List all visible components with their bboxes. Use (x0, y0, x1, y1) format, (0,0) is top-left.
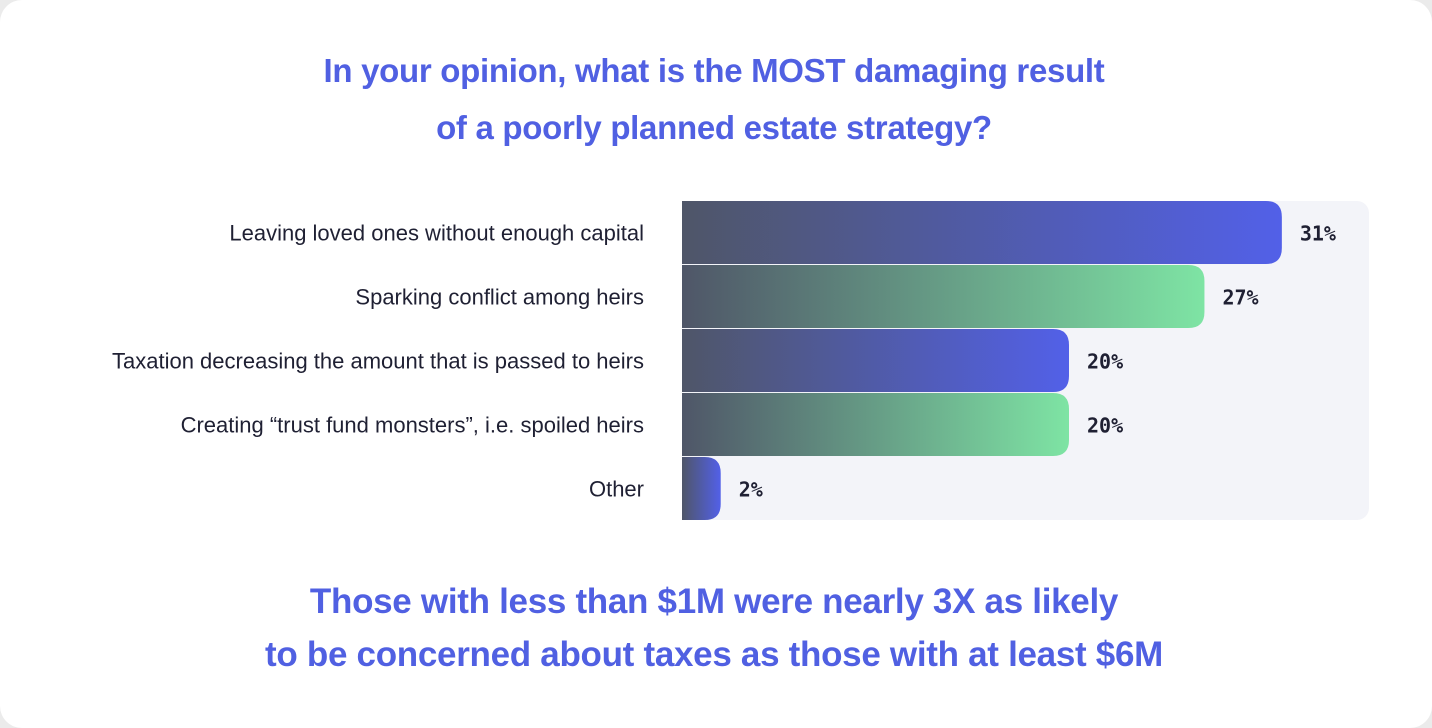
bar (682, 201, 1282, 264)
bar (682, 265, 1205, 328)
bar (682, 329, 1069, 392)
bar (682, 393, 1069, 456)
category-label: Taxation decreasing the amount that is p… (112, 349, 644, 374)
bar-row: Other 2% (589, 457, 763, 520)
category-label: Creating “trust fund monsters”, i.e. spo… (181, 413, 644, 438)
bar-row: Creating “trust fund monsters”, i.e. spo… (181, 393, 1123, 456)
bar-row: Sparking conflict among heirs 27% (355, 265, 1259, 328)
footnote-line-2: to be concerned about taxes as those wit… (265, 635, 1163, 674)
bar (682, 457, 721, 520)
value-label: 20% (1087, 350, 1123, 374)
chart-footnote: Those with less than $1M were nearly 3X … (0, 575, 1428, 681)
category-label: Leaving loved ones without enough capita… (229, 221, 644, 246)
category-label: Sparking conflict among heirs (355, 285, 644, 310)
category-label: Other (589, 477, 644, 502)
footnote-line-1: Those with less than $1M were nearly 3X … (309, 582, 1119, 621)
chart-title: In your opinion, what is the MOST damagi… (0, 42, 1428, 156)
value-label: 27% (1222, 286, 1258, 310)
value-label: 2% (739, 478, 763, 502)
value-label: 31% (1300, 222, 1336, 246)
title-line-1: In your opinion, what is the MOST damagi… (323, 52, 1105, 89)
bar-row: Taxation decreasing the amount that is p… (112, 329, 1123, 392)
bars-group: Leaving loved ones without enough capita… (112, 201, 1336, 520)
value-label: 20% (1087, 414, 1123, 438)
title-line-2: of a poorly planned estate strategy? (436, 109, 992, 146)
bar-row: Leaving loved ones without enough capita… (229, 201, 1336, 264)
